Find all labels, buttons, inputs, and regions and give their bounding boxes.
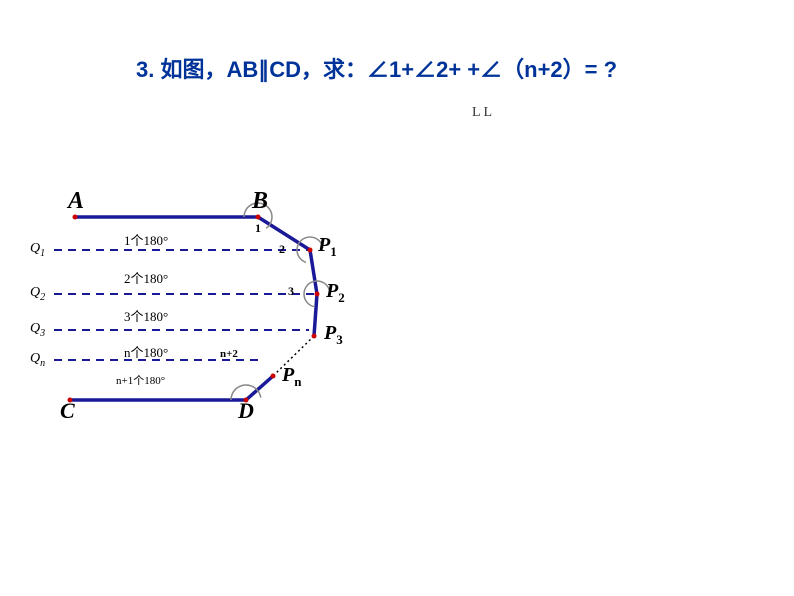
label-P3: P3 [324, 322, 343, 348]
angle-np2: n+2 [220, 348, 238, 360]
label-Q2: Q2 [30, 285, 45, 303]
label-Pn: Pn [282, 364, 301, 390]
count-2: 2个180° [124, 268, 168, 287]
angle-2: 2 [279, 242, 285, 257]
angle-3: 3 [288, 284, 294, 299]
angle-1: 1 [255, 221, 261, 236]
label-Q3: Q3 [30, 321, 45, 339]
count-n: n个180° [124, 342, 168, 361]
count-1: 1个180° [124, 230, 168, 249]
label-P2: P2 [326, 280, 345, 306]
geometry-diagram: A B C D P1 P2 P3 Pn Q1 Q2 Q3 Qn 1 2 3 n+… [30, 190, 390, 430]
label-Q1: Q1 [30, 241, 45, 259]
label-A: A [68, 188, 84, 215]
label-Qn: Qn [30, 351, 45, 369]
count-3: 3个180° [124, 306, 168, 325]
label-C: C [60, 398, 75, 424]
problem-title: 3. 如图，AB∥CD，求：∠1+∠2+ +∠（n+2）= ? [136, 52, 617, 84]
count-np1: n+1个180° [116, 372, 165, 388]
label-D: D [238, 398, 254, 424]
sub-label: L L [472, 105, 492, 121]
diagram-svg [30, 190, 390, 430]
label-B: B [252, 188, 268, 215]
label-P1: P1 [318, 234, 337, 260]
